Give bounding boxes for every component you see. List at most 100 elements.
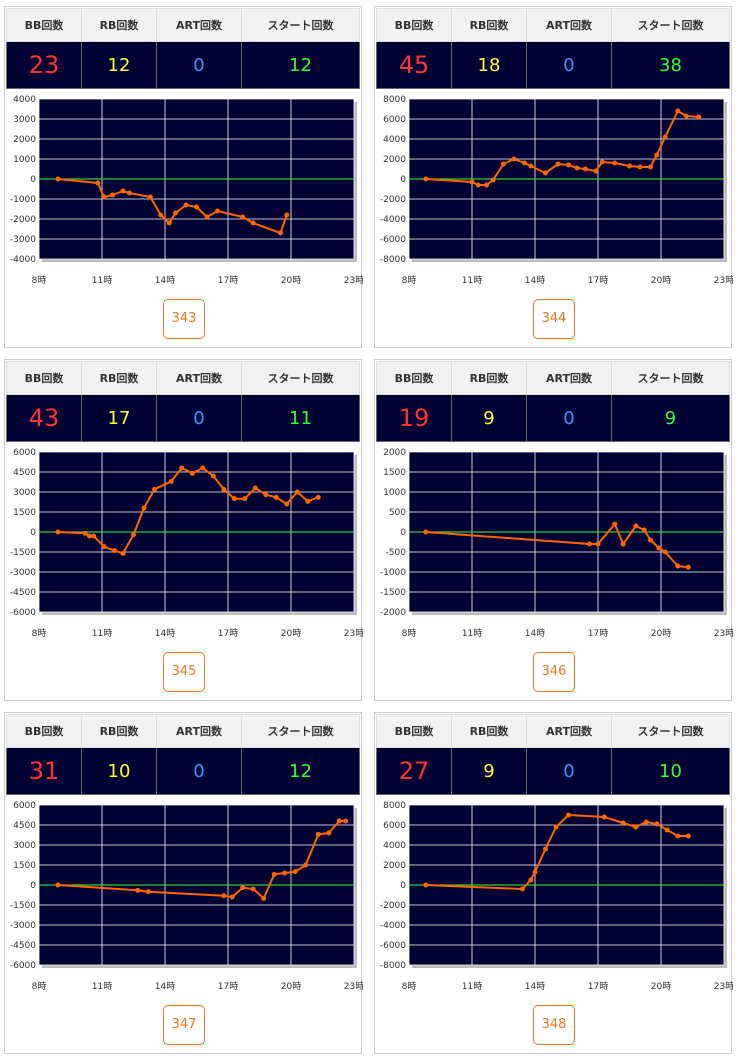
payout-line-chart: -8000 -6000 -4000 -2000 0 2000 4000 6000 8000 8時 1… bbox=[380, 95, 733, 286]
y-tick-label: -2000 bbox=[380, 901, 406, 911]
machine-number-button[interactable]: 348 bbox=[533, 1005, 575, 1045]
header-start: スタート回数 bbox=[611, 714, 730, 748]
data-point bbox=[250, 886, 256, 892]
y-tick-label: 1000 bbox=[383, 488, 406, 498]
y-tick-label: -2000 bbox=[10, 215, 36, 225]
data-point bbox=[343, 818, 349, 824]
y-tick-label: -8000 bbox=[380, 961, 406, 971]
y-tick-label: -6000 bbox=[380, 941, 406, 951]
x-tick-label: 23時 bbox=[344, 981, 363, 992]
y-tick-label: -6000 bbox=[10, 608, 36, 618]
data-point bbox=[86, 533, 92, 539]
machine-number-button[interactable]: 346 bbox=[533, 652, 575, 692]
x-tick-label: 8時 bbox=[32, 981, 47, 992]
data-point bbox=[484, 182, 490, 188]
header-rb: RB回数 bbox=[451, 8, 527, 42]
payout-line-chart: -2000 -1500 -1000 -500 0 500 1000 1500 2000 8時 11時… bbox=[380, 448, 733, 639]
data-point bbox=[675, 833, 681, 839]
data-point bbox=[326, 830, 332, 836]
data-point bbox=[55, 882, 61, 888]
data-point bbox=[189, 470, 195, 476]
header-start: スタート回数 bbox=[611, 361, 730, 395]
header-rb: RB回数 bbox=[81, 361, 157, 395]
data-point bbox=[82, 530, 88, 536]
x-tick-label: 14時 bbox=[155, 981, 175, 992]
data-point bbox=[294, 489, 300, 495]
header-bb: BB回数 bbox=[376, 8, 452, 42]
data-point bbox=[101, 544, 107, 550]
data-point bbox=[612, 160, 618, 166]
card-348: BB回数 RB回数 ART回数 スタート回数 27 9 0 10 -8000 -6… bbox=[374, 712, 733, 1054]
y-tick-label: 6000 bbox=[13, 448, 36, 458]
data-point bbox=[683, 113, 689, 119]
bb-count: 31 bbox=[6, 747, 82, 795]
machine-number-button[interactable]: 343 bbox=[163, 299, 205, 339]
data-point bbox=[158, 212, 164, 218]
data-point bbox=[284, 212, 290, 218]
y-tick-label: -6000 bbox=[380, 235, 406, 245]
machine-number-button[interactable]: 345 bbox=[163, 652, 205, 692]
y-tick-label: 500 bbox=[389, 508, 406, 518]
data-point bbox=[284, 501, 290, 507]
data-point bbox=[101, 194, 107, 200]
art-count: 0 bbox=[156, 747, 242, 795]
data-point bbox=[555, 161, 561, 167]
data-point bbox=[656, 545, 662, 551]
data-point bbox=[278, 230, 283, 236]
rb-count: 9 bbox=[451, 747, 527, 795]
rb-count: 10 bbox=[81, 747, 157, 795]
series-line bbox=[57, 820, 346, 900]
header-art: ART回数 bbox=[526, 714, 612, 748]
data-point bbox=[620, 820, 626, 826]
x-tick-label: 11時 bbox=[462, 981, 482, 992]
data-point bbox=[179, 465, 185, 471]
data-point bbox=[595, 541, 601, 547]
art-count: 0 bbox=[156, 394, 242, 442]
y-tick-label: 0 bbox=[400, 528, 406, 538]
data-point bbox=[131, 532, 136, 538]
x-tick-label: 23時 bbox=[344, 275, 363, 286]
data-point bbox=[242, 496, 248, 502]
data-point bbox=[685, 833, 691, 839]
x-tick-label: 17時 bbox=[218, 628, 238, 639]
x-tick-label: 11時 bbox=[92, 981, 112, 992]
data-point bbox=[654, 152, 660, 158]
x-tick-label: 14時 bbox=[155, 275, 175, 286]
y-tick-label: 0 bbox=[30, 175, 36, 185]
x-tick-label: 17時 bbox=[218, 275, 238, 286]
data-point bbox=[183, 202, 189, 208]
machine-number-button[interactable]: 344 bbox=[533, 299, 575, 339]
header-start: スタート回数 bbox=[241, 8, 360, 42]
x-tick-label: 8時 bbox=[402, 275, 417, 286]
data-point bbox=[200, 465, 206, 471]
y-tick-label: -1500 bbox=[10, 548, 36, 558]
art-count: 0 bbox=[156, 41, 242, 89]
bb-count: 45 bbox=[376, 41, 452, 89]
data-point bbox=[469, 179, 475, 185]
data-point bbox=[675, 563, 681, 569]
y-tick-label: 4500 bbox=[13, 468, 36, 478]
x-tick-label: 17時 bbox=[588, 628, 608, 639]
data-point bbox=[641, 527, 647, 533]
data-point bbox=[120, 188, 126, 194]
y-tick-label: -4000 bbox=[10, 255, 36, 265]
data-point bbox=[685, 564, 691, 570]
data-point bbox=[221, 893, 227, 899]
stats-table: BB回数 RB回数 ART回数 スタート回数 31 10 0 12 bbox=[6, 714, 360, 795]
data-point bbox=[168, 478, 174, 484]
machine-number-button[interactable]: 347 bbox=[163, 1005, 205, 1045]
card-344: BB回数 RB回数 ART回数 スタート回数 45 18 0 38 -8000-… bbox=[374, 6, 733, 348]
card-343: BB回数 RB回数 ART回数 スタート回数 23 12 0 12 -4000-… bbox=[4, 6, 363, 348]
y-tick-label: 2000 bbox=[383, 448, 406, 458]
data-point bbox=[112, 548, 118, 554]
payout-line-chart: -8000 -6000 -4000 -2000 0 2000 4000 6000 8000 8時 1… bbox=[380, 801, 733, 992]
x-tick-label: 20時 bbox=[651, 628, 671, 639]
stats-table: BB回数 RB回数 ART回数 スタート回数 27 9 0 10 bbox=[376, 714, 730, 795]
data-point bbox=[315, 831, 321, 837]
data-point bbox=[532, 869, 538, 875]
y-tick-label: 0 bbox=[400, 175, 406, 185]
start-count: 9 bbox=[611, 394, 730, 442]
data-point bbox=[305, 498, 311, 504]
data-point bbox=[271, 871, 277, 877]
payout-line-chart: -6000 -4500 -3000 -1500 0 1500 3000 4500 6000 8時 1… bbox=[10, 801, 363, 992]
